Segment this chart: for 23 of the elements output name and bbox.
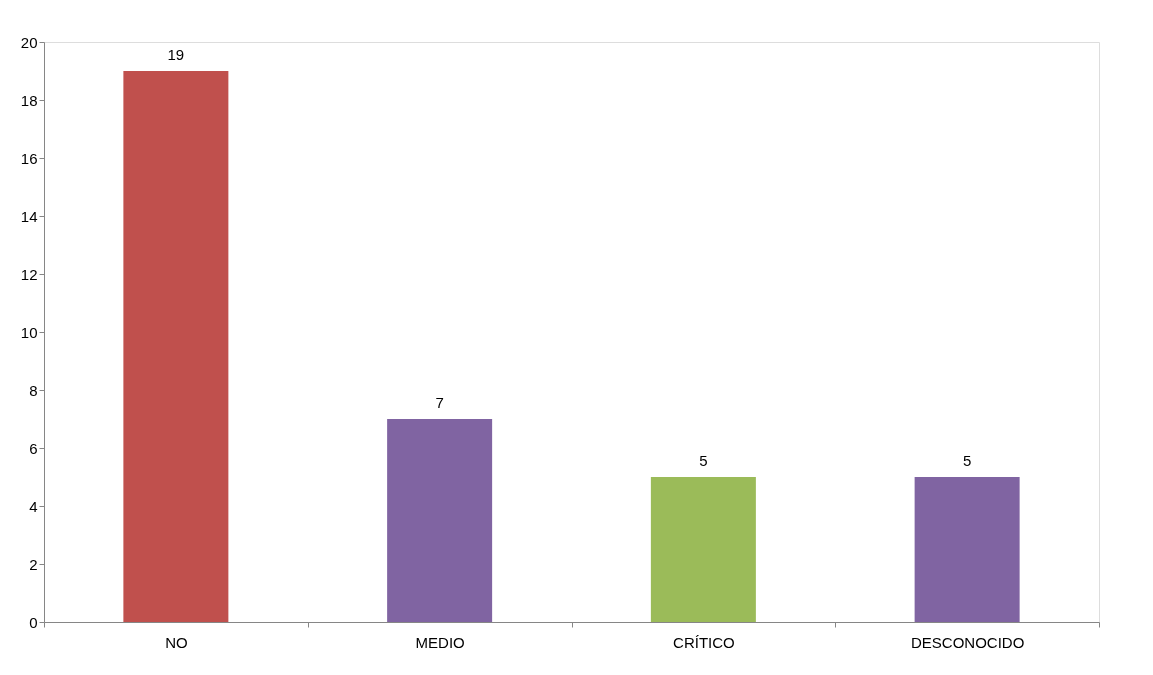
x-tick-label: CRÍTICO [673, 633, 735, 651]
x-tick-label: MEDIO [415, 633, 465, 651]
bar [650, 477, 756, 622]
y-tick-label: 16 [20, 149, 38, 167]
y-tick-label: 20 [20, 33, 38, 51]
y-tick-label: 0 [29, 613, 38, 631]
data-label: 19 [167, 46, 185, 63]
bar [387, 419, 493, 622]
x-tick-label: NO [165, 633, 188, 651]
y-tick-label: 10 [20, 323, 38, 341]
y-tick-label: 18 [20, 91, 38, 109]
data-label: 5 [699, 452, 708, 469]
y-tick-label: 8 [29, 381, 38, 399]
y-tick-label: 14 [20, 207, 38, 225]
data-label: 7 [435, 394, 444, 411]
x-tick-label: DESCONOCIDO [910, 633, 1025, 651]
y-tick-label: 12 [20, 265, 38, 283]
y-tick-label: 4 [29, 497, 38, 515]
y-tick-label: 6 [29, 439, 38, 457]
bar [914, 477, 1020, 622]
bar [123, 71, 229, 622]
data-label: 5 [962, 452, 972, 469]
y-tick-label: 2 [29, 555, 38, 573]
